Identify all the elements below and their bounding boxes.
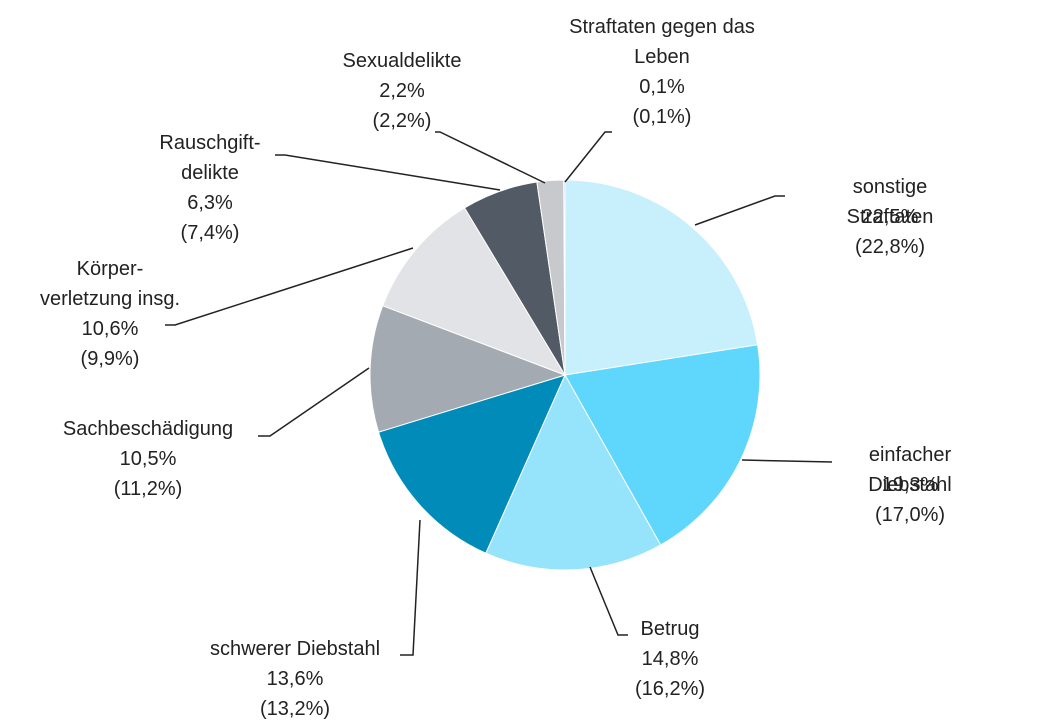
leader-line xyxy=(589,566,628,636)
pie-slice xyxy=(564,179,759,376)
slice-label: schwerer Diebstahl xyxy=(209,638,381,660)
leader-line xyxy=(275,154,501,191)
slice-label: Sachbeschädigung xyxy=(62,418,234,440)
leader-line xyxy=(165,247,414,326)
pie-slice xyxy=(382,207,567,376)
value-label: 13,6% xyxy=(266,668,324,690)
value-label: 10,5% xyxy=(119,448,177,470)
leader-line xyxy=(694,195,785,226)
value-label: 19,3% xyxy=(881,474,939,496)
pie-slice xyxy=(485,373,662,571)
prior-value-label: (7,4%) xyxy=(180,222,240,244)
value-label: 6,3% xyxy=(187,192,233,214)
pie-slice xyxy=(369,305,567,433)
leader-line xyxy=(435,131,546,184)
slice-label: Körper- verletzung insg. xyxy=(39,258,181,310)
leader-line xyxy=(741,459,833,463)
slice-label: Sexualdelikte xyxy=(342,50,462,72)
value-label: 10,6% xyxy=(81,318,139,340)
prior-value-label: (16,2%) xyxy=(634,678,706,700)
prior-value-label: (22,8%) xyxy=(854,236,926,258)
value-label: 22,5% xyxy=(861,206,919,228)
prior-value-label: (13,2%) xyxy=(259,698,331,720)
slice-label: einfacher Diebstahl xyxy=(868,444,952,496)
slice-label: Rauschgift- delikte xyxy=(159,132,261,184)
value-label: 0,1% xyxy=(639,76,685,98)
prior-value-label: (11,2%) xyxy=(113,478,183,500)
prior-value-label: (0,1%) xyxy=(632,106,692,128)
pie-slice xyxy=(563,179,566,376)
prior-value-label: (2,2%) xyxy=(372,110,432,132)
prior-value-label: (17,0%) xyxy=(874,504,946,526)
slice-label: Betrug xyxy=(640,618,700,640)
prior-value-label: (9,9%) xyxy=(80,348,140,370)
slice-label: sonstige Straftaten xyxy=(846,176,934,228)
leader-line xyxy=(564,131,612,183)
pie-slice xyxy=(564,344,761,546)
pie-slice xyxy=(377,374,566,554)
value-label: 2,2% xyxy=(379,80,425,102)
value-label: 14,8% xyxy=(641,648,699,670)
leader-line xyxy=(258,367,370,437)
slice-label: Straftaten gegen das Leben xyxy=(569,16,755,68)
leader-line xyxy=(400,519,421,656)
